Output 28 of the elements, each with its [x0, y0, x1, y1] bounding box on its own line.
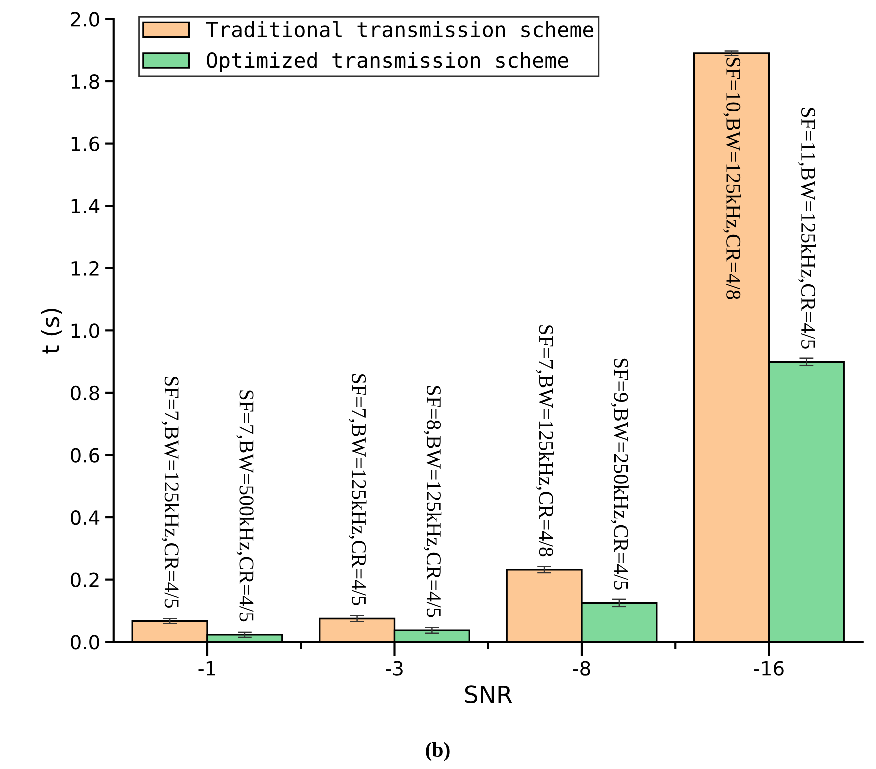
y-axis-title: t (s) [41, 308, 62, 354]
annotation: SF=7,BW=500kHz,CR=4/5 [236, 390, 254, 622]
legend-label: Traditional transmission scheme [206, 21, 594, 38]
legend-label: Optimized transmission scheme [207, 52, 568, 72]
y-tick-label: 0.2 [71, 572, 99, 588]
annotation: SF=7,BW=125kHz,CR=4/5 [162, 377, 180, 608]
x-axis-title: SNR [465, 686, 512, 704]
y-tick-label: 0.8 [71, 386, 100, 401]
x-tick-label: -8 [573, 661, 590, 676]
x-tick-label: -16 [754, 661, 784, 676]
y-tick-label: 0.6 [71, 448, 100, 463]
annotation: SF=7,BW=125kHz,CR=4/8 [536, 326, 554, 557]
y-tick-label: 1.2 [72, 261, 99, 276]
y-tick-label: 1.8 [72, 74, 100, 90]
annotation: SF=10,BW=125kHz,CR=4/8 [724, 58, 742, 300]
y-tick-label: 0.4 [71, 510, 100, 526]
annotation: SF=7,BW=125kHz,CR=4/5 [349, 374, 367, 606]
y-tick-label: 2.0 [71, 12, 100, 27]
y-tick-label: 1.4 [72, 199, 100, 214]
x-tick-label: -1 [198, 661, 216, 676]
annotation: SF=8,BW=125kHz,CR=4/5 [424, 386, 442, 618]
y-tick-label: 1.0 [72, 324, 100, 338]
text: (b) [426, 742, 450, 762]
annotation: SF=11,BW=125kHz,CR=4/5 [798, 108, 816, 349]
x-tick-label: -3 [386, 661, 403, 676]
y-tick-label: 1.6 [72, 136, 100, 152]
annotation: SF=9,BW=250kHz,CR=4/5 [611, 358, 629, 590]
y-tick-label: 0.0 [71, 635, 100, 650]
